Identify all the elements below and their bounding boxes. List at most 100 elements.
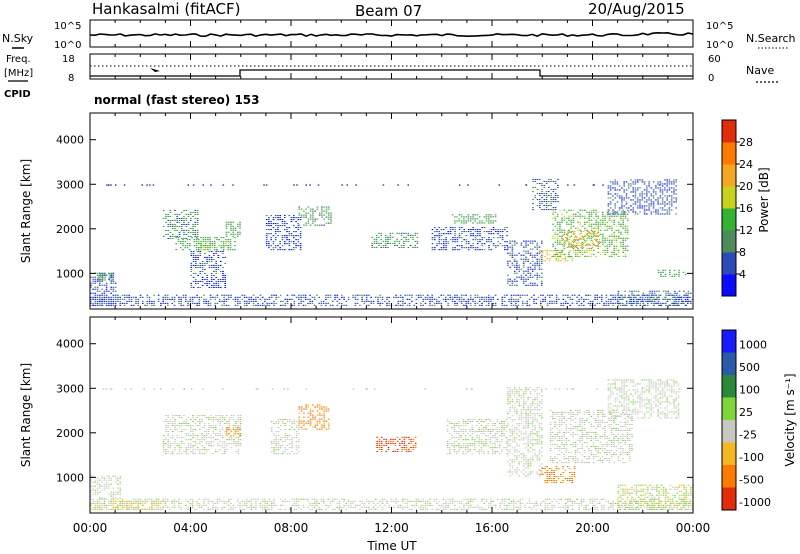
heatmap-cell: [230, 498, 232, 500]
heatmap-cell: [606, 243, 609, 245]
heatmap-cell: [657, 187, 659, 189]
heatmap-cell: [264, 298, 266, 300]
heatmap-cell: [297, 245, 300, 247]
heatmap-cell: [420, 304, 422, 306]
heatmap-cell: [620, 219, 622, 221]
heatmap-cell: [607, 302, 610, 304]
heatmap-cell: [209, 298, 212, 300]
heatmap-cell: [108, 296, 110, 298]
heatmap-cell: [622, 304, 624, 306]
heatmap-cell: [165, 419, 167, 421]
heatmap-cell: [566, 234, 569, 236]
heatmap-cell: [541, 182, 543, 184]
heatmap-cell: [215, 276, 217, 278]
heatmap-cell: [488, 296, 490, 298]
heatmap-cell: [544, 300, 547, 302]
heatmap-cell: [171, 302, 173, 304]
heatmap-cell: [555, 294, 558, 296]
heatmap-cell: [179, 247, 182, 249]
heatmap-cell: [105, 487, 108, 489]
colorbar-tick-label: 20: [739, 180, 753, 193]
heatmap-cell: [112, 475, 115, 477]
heatmap-cell: [610, 506, 612, 508]
heatmap-cell: [290, 235, 293, 237]
heatmap-cell: [293, 500, 296, 502]
heatmap-cell: [608, 227, 611, 229]
heatmap-cell: [503, 508, 506, 510]
heatmap-cell: [605, 302, 608, 304]
heatmap-cell: [237, 445, 240, 447]
heatmap-cell: [194, 441, 197, 443]
heatmap-cell: [456, 239, 459, 241]
heatmap-cell: [666, 298, 669, 300]
heatmap-cell: [644, 304, 647, 306]
heatmap-cell: [224, 274, 226, 276]
heatmap-cell: [323, 224, 325, 226]
heatmap-cell: [566, 230, 569, 232]
heatmap-cell: [625, 302, 628, 304]
heatmap-cell: [656, 296, 658, 298]
heatmap-cell: [293, 508, 296, 510]
heatmap-cell: [507, 264, 509, 266]
heatmap-cell: [94, 292, 97, 294]
heatmap-cell: [103, 506, 106, 508]
heatmap-cell: [440, 504, 443, 506]
heatmap-cell: [613, 237, 615, 239]
heatmap-cell: [626, 237, 629, 239]
heatmap-cell: [666, 183, 668, 185]
heatmap-cell: [511, 240, 514, 242]
heatmap-cell: [329, 502, 332, 504]
heatmap-cell: [166, 304, 169, 306]
heatmap-cell: [92, 481, 94, 483]
heatmap-cell: [169, 231, 172, 233]
heatmap-cell: [92, 475, 94, 477]
heatmap-cell: [599, 233, 602, 235]
heatmap-cell: [509, 260, 511, 262]
heatmap-cell: [513, 280, 516, 282]
heatmap-cell: [545, 209, 548, 211]
heatmap-cell: [673, 294, 675, 296]
heatmap-cell: [381, 296, 384, 298]
heatmap-cell: [191, 300, 194, 302]
heatmap-cell: [190, 282, 193, 284]
heatmap-cell: [585, 234, 587, 236]
heatmap-cell: [525, 184, 528, 186]
heatmap-cell: [347, 500, 350, 502]
heatmap-cell: [562, 258, 564, 260]
heatmap-cell: [528, 498, 531, 500]
heatmap-cell: [214, 439, 217, 441]
heatmap-cell: [380, 238, 382, 240]
freq-right-tick-top: 60: [708, 54, 721, 65]
heatmap-cell: [593, 253, 595, 255]
heatmap-cell: [527, 252, 529, 254]
heatmap-cell: [569, 304, 571, 306]
heatmap-cell: [365, 498, 368, 500]
heatmap-cell: [617, 223, 620, 225]
heatmap-cell: [208, 258, 211, 260]
heatmap-cell: [571, 302, 574, 304]
heatmap-cell: [509, 284, 511, 286]
heatmap-cell: [144, 508, 146, 510]
heatmap-cell: [178, 417, 181, 419]
heatmap-cell: [521, 304, 524, 306]
heatmap-cell: [512, 508, 515, 510]
heatmap-cell: [110, 498, 112, 500]
heatmap-cell: [599, 229, 602, 231]
heatmap-cell: [599, 245, 602, 247]
heatmap-cell: [617, 231, 620, 233]
heatmap-cell: [416, 236, 419, 238]
heatmap-cell: [146, 296, 149, 298]
heatmap-cell: [187, 443, 190, 445]
heatmap-cell: [620, 223, 622, 225]
heatmap-cell: [400, 234, 403, 236]
heatmap-cell: [192, 417, 194, 419]
heatmap-cell: [216, 239, 218, 241]
heatmap-cell: [581, 235, 584, 237]
heatmap-cell: [611, 235, 613, 237]
heatmap-cell: [368, 502, 370, 504]
heatmap-cell: [438, 233, 441, 235]
heatmap-cell: [103, 489, 106, 491]
heatmap-cell: [110, 495, 112, 497]
heatmap-cell: [657, 300, 660, 302]
heatmap-cell: [511, 262, 514, 264]
